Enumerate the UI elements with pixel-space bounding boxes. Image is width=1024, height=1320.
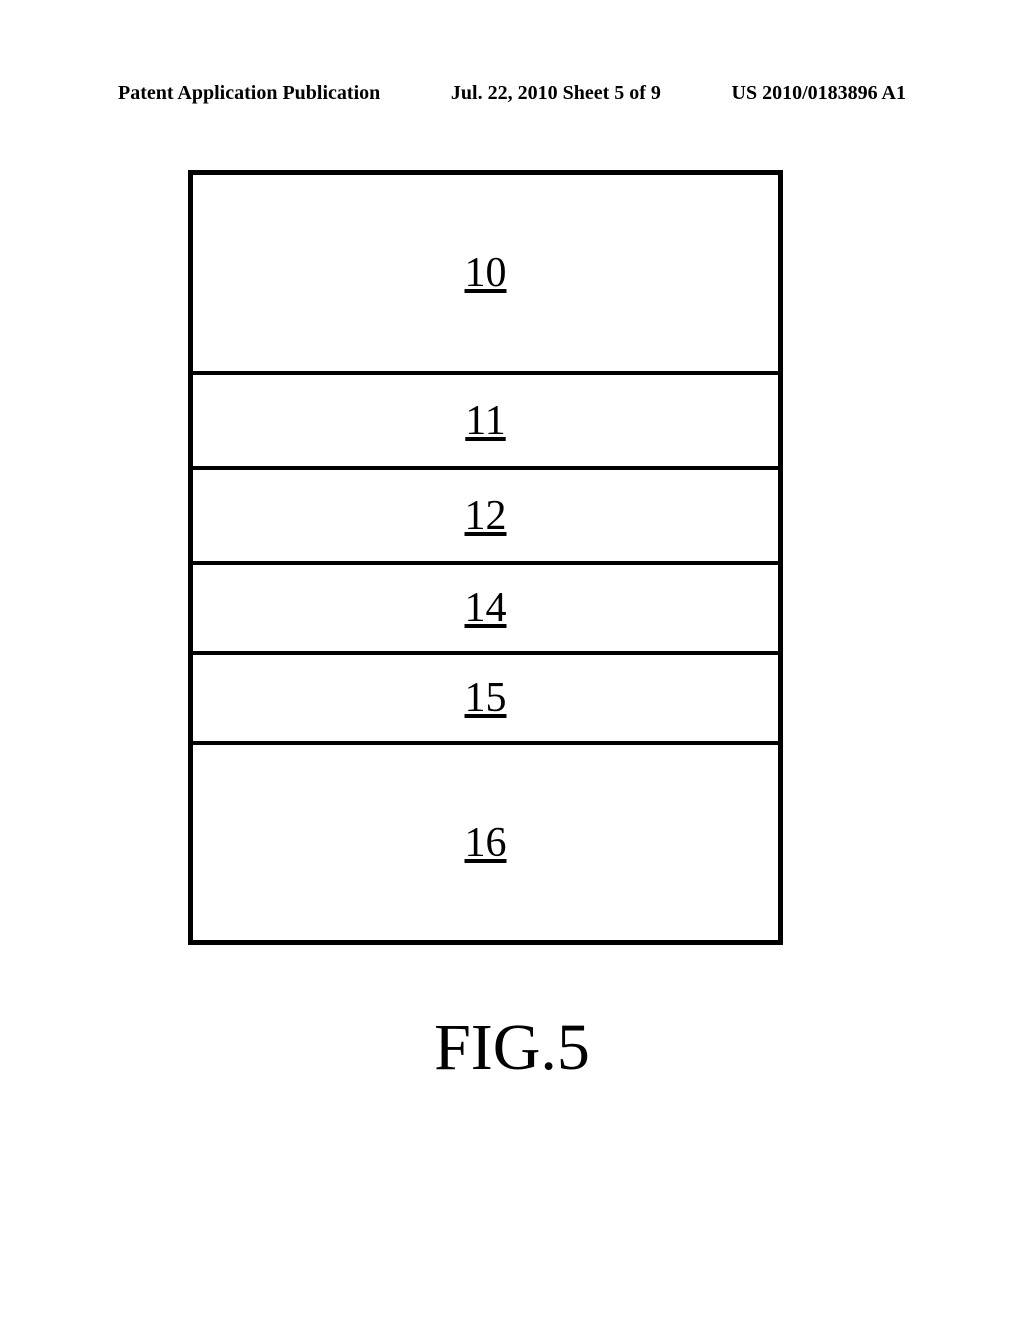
layer-label-16: 16 [465,819,507,867]
layer-11: 11 [193,375,778,470]
layer-16: 16 [193,745,778,940]
page-header: Patent Application Publication Jul. 22, … [0,82,1024,105]
layer-label-15: 15 [465,674,507,722]
layer-15: 15 [193,655,778,745]
layer-12: 12 [193,470,778,565]
layer-label-12: 12 [465,492,507,540]
header-date-sheet: Jul. 22, 2010 Sheet 5 of 9 [451,82,661,105]
layer-label-10: 10 [465,249,507,297]
figure-caption: FIG.5 [0,1010,1024,1086]
layer-10: 10 [193,175,778,375]
layer-14: 14 [193,565,778,655]
header-publication-type: Patent Application Publication [118,82,380,105]
layer-stack-diagram: 10 11 12 14 15 16 [188,170,783,945]
layer-label-11: 11 [465,397,505,445]
layer-label-14: 14 [465,584,507,632]
header-publication-number: US 2010/0183896 A1 [732,82,906,105]
